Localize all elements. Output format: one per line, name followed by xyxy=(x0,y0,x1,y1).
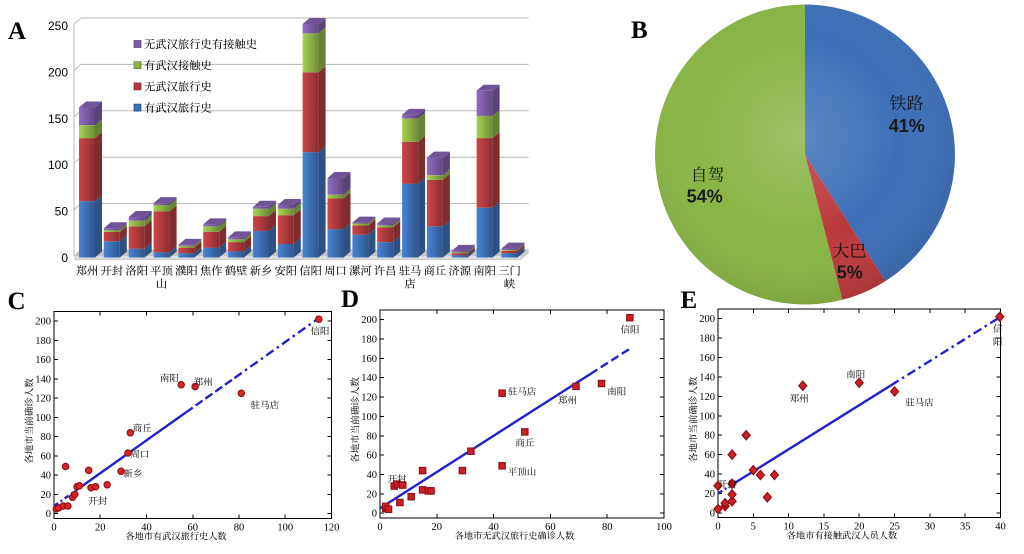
svg-text:35: 35 xyxy=(960,522,971,533)
svg-text:140: 140 xyxy=(361,373,377,384)
svg-text:40: 40 xyxy=(705,470,716,481)
svg-text:40: 40 xyxy=(141,523,152,534)
svg-text:100: 100 xyxy=(277,523,293,534)
svg-text:180: 180 xyxy=(35,336,51,347)
svg-text:10: 10 xyxy=(783,522,794,533)
svg-text:200: 200 xyxy=(699,314,715,325)
svg-text:40: 40 xyxy=(995,522,1006,533)
svg-text:40: 40 xyxy=(367,470,378,481)
svg-text:100: 100 xyxy=(361,412,377,423)
svg-text:40: 40 xyxy=(488,522,499,533)
svg-text:140: 140 xyxy=(35,374,51,385)
svg-text:80: 80 xyxy=(602,522,613,533)
svg-text:30: 30 xyxy=(925,522,936,533)
svg-text:20: 20 xyxy=(367,489,378,500)
svg-text:200: 200 xyxy=(361,315,377,326)
svg-text:0: 0 xyxy=(377,522,382,533)
svg-text:80: 80 xyxy=(234,523,245,534)
svg-text:160: 160 xyxy=(699,353,715,364)
svg-text:50: 50 xyxy=(55,205,69,219)
svg-text:0: 0 xyxy=(61,251,68,265)
svg-text:120: 120 xyxy=(361,393,377,404)
svg-text:15: 15 xyxy=(819,522,830,533)
svg-text:20: 20 xyxy=(41,490,52,501)
svg-text:160: 160 xyxy=(35,355,51,366)
svg-text:20: 20 xyxy=(432,522,443,533)
svg-text:150: 150 xyxy=(48,112,68,126)
svg-text:160: 160 xyxy=(361,354,377,365)
svg-text:41%: 41% xyxy=(889,116,925,136)
svg-text:200: 200 xyxy=(48,65,68,79)
svg-text:80: 80 xyxy=(367,431,378,442)
svg-text:80: 80 xyxy=(41,432,52,443)
svg-text:0: 0 xyxy=(710,508,715,519)
svg-text:0: 0 xyxy=(51,523,56,534)
svg-text:40: 40 xyxy=(41,471,52,482)
svg-text:200: 200 xyxy=(35,317,51,328)
svg-text:54%: 54% xyxy=(687,187,723,207)
svg-text:100: 100 xyxy=(699,411,715,422)
svg-text:20: 20 xyxy=(705,489,716,500)
svg-text:20: 20 xyxy=(95,523,106,534)
svg-text:120: 120 xyxy=(699,392,715,403)
svg-text:100: 100 xyxy=(656,522,672,533)
svg-text:0: 0 xyxy=(46,509,51,520)
svg-text:100: 100 xyxy=(35,413,51,424)
svg-text:25: 25 xyxy=(889,522,900,533)
svg-text:60: 60 xyxy=(188,523,199,534)
svg-text:60: 60 xyxy=(545,522,556,533)
svg-text:120: 120 xyxy=(35,394,51,405)
svg-text:5%: 5% xyxy=(837,262,863,282)
svg-text:60: 60 xyxy=(705,450,716,461)
svg-text:140: 140 xyxy=(699,372,715,383)
svg-text:0: 0 xyxy=(715,522,720,533)
svg-text:180: 180 xyxy=(361,335,377,346)
svg-text:0: 0 xyxy=(372,509,377,520)
svg-text:250: 250 xyxy=(48,19,68,33)
svg-text:180: 180 xyxy=(699,334,715,345)
svg-text:120: 120 xyxy=(324,523,340,534)
svg-text:100: 100 xyxy=(48,158,68,172)
svg-text:80: 80 xyxy=(705,431,716,442)
svg-text:20: 20 xyxy=(854,522,865,533)
svg-text:60: 60 xyxy=(367,451,378,462)
svg-text:60: 60 xyxy=(41,451,52,462)
svg-text:5: 5 xyxy=(751,522,756,533)
